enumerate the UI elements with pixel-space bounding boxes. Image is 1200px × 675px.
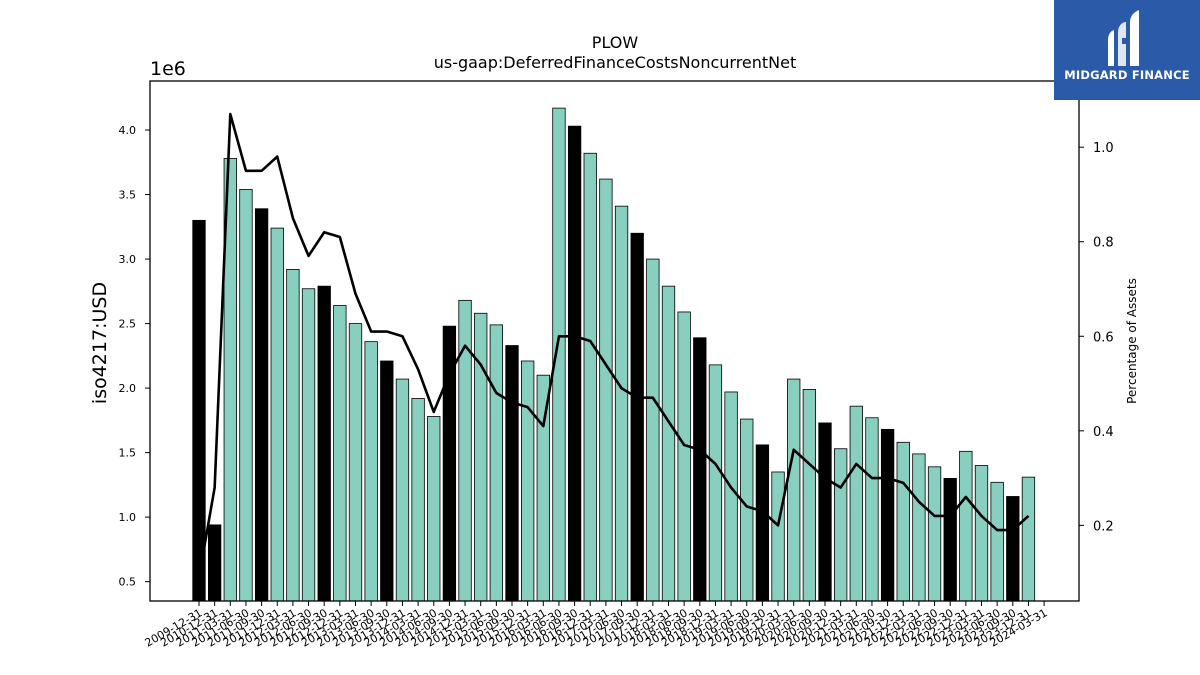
bar-2012-12-31	[333, 305, 347, 602]
bar-2018-12-31	[708, 364, 723, 602]
bar-2021-06-30	[865, 417, 879, 602]
y-tick-label: 2.5	[119, 318, 137, 331]
line-layer	[197, 112, 1030, 578]
bars-layer	[192, 107, 1036, 602]
bar-2022-06-30	[927, 466, 942, 602]
bar-2021-12-31	[896, 441, 910, 602]
bar-2023-03-31	[974, 465, 989, 602]
bar-2016-09-30	[567, 125, 582, 602]
chart-subtitle: us-gaap:DeferredFinanceCostsNoncurrentNe…	[434, 53, 797, 72]
plot-frame	[149, 80, 1080, 602]
y-tick-label: 4.0	[119, 124, 137, 137]
bar-2019-09-30	[755, 444, 770, 602]
y-tick-label: 3.5	[119, 189, 137, 202]
y-axis-ticks: 0.5 1.0 1.5 2.0 2.5 3.0 3.5 4.0	[119, 124, 150, 589]
bar-2019-03-31	[724, 391, 738, 602]
y-tick-label: 3.0	[119, 253, 137, 266]
x-axis-ticks: 2009-12-312010-12-312011-03-312011-06-30…	[143, 601, 1050, 650]
bar-2016-12-31	[583, 152, 597, 602]
y-tick-label: 1.0	[119, 511, 137, 524]
bar-2017-09-30	[630, 232, 644, 602]
bar-2014-03-31	[411, 398, 425, 602]
bar-2017-06-30	[614, 205, 629, 602]
brand-logo: MIDGARD FINANCE	[1054, 0, 1200, 100]
y-tick-label: 0.5	[119, 576, 137, 589]
bar-2010-12-31	[207, 524, 222, 602]
logo-text: MIDGARD FINANCE	[1064, 68, 1190, 82]
bar-2023-06-30	[990, 481, 1004, 602]
bar-2014-06-30	[427, 416, 441, 602]
y2-tick-label: 0.6	[1093, 330, 1114, 345]
bar-2011-09-30	[254, 208, 269, 602]
bar-2015-03-31	[474, 312, 488, 602]
bar-2018-06-30	[677, 311, 691, 602]
y2-tick-label: 0.2	[1093, 519, 1114, 534]
bar-2012-09-30	[317, 285, 331, 602]
percentage-line	[197, 112, 1030, 578]
bar-2018-03-31	[661, 285, 676, 602]
bar-2021-03-31	[849, 405, 863, 602]
bar-2017-03-31	[599, 178, 613, 602]
y2-tick-label: 0.8	[1093, 236, 1114, 251]
bar-2020-03-31	[787, 378, 801, 602]
bar-2013-09-30	[380, 360, 394, 602]
bar-2022-03-31	[912, 453, 926, 602]
bar-2021-09-30	[880, 428, 895, 602]
bar-2012-03-31	[286, 268, 300, 602]
bar-2011-12-31	[270, 227, 284, 602]
bar-2019-06-30	[740, 418, 754, 602]
bar-2022-09-30	[943, 478, 957, 602]
y-tick-label: 1.5	[119, 447, 137, 460]
bar-2013-06-30	[364, 341, 378, 602]
bar-2020-06-30	[802, 388, 816, 602]
bar-2016-03-31	[536, 374, 550, 602]
bar-2022-12-31	[959, 450, 973, 602]
bar-2020-12-31	[834, 448, 848, 602]
y-axis-label: iso4217:USD	[89, 282, 111, 404]
bar-2023-12-31	[1021, 476, 1036, 602]
bar-2011-06-30	[239, 188, 253, 602]
y2-tick-label: 0.4	[1093, 425, 1114, 440]
bar-2015-12-31	[521, 360, 535, 602]
bar-2020-09-30	[818, 422, 832, 602]
bar-2018-09-30	[693, 337, 707, 602]
bar-2015-09-30	[505, 345, 519, 602]
bar-2013-12-31	[395, 378, 410, 602]
y2-axis-ticks: 0.2 0.4 0.6 0.8 1.0	[1079, 141, 1114, 534]
bar-2019-12-31	[771, 471, 785, 602]
y2-axis-label: Percentage of Assets	[1125, 278, 1139, 404]
bar-2017-12-31	[646, 258, 660, 602]
chart-title: PLOW	[592, 33, 639, 52]
bar-2009-12-31	[192, 219, 206, 602]
bar-2023-09-30	[1006, 496, 1020, 602]
bar-2015-06-30	[489, 324, 504, 602]
bar-2012-06-30	[301, 288, 316, 602]
y-tick-label: 2.0	[119, 382, 137, 395]
y-offset-label: 1e6	[150, 58, 186, 80]
y2-tick-label: 1.0	[1093, 141, 1114, 156]
bar-2013-03-31	[348, 323, 363, 602]
midgard-logo-icon	[1108, 10, 1139, 66]
